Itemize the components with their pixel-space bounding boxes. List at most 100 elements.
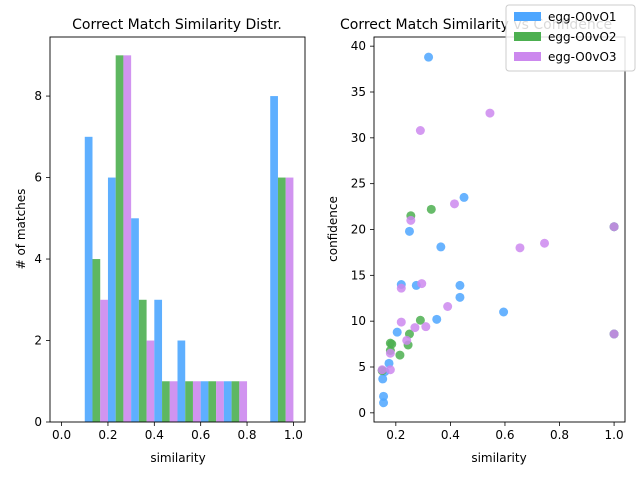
scatter-point: [455, 280, 465, 290]
legend-swatch: [514, 52, 541, 61]
scatter-point: [385, 365, 395, 375]
scatter-point: [395, 350, 405, 360]
scatter-x-tick-label: 0.6: [495, 428, 514, 442]
scatter-point: [609, 329, 619, 339]
histogram-bar: [169, 381, 178, 422]
histogram-x-tick-label: 0.2: [98, 428, 117, 442]
histogram-bar: [131, 218, 139, 422]
scatter-point: [485, 108, 495, 118]
histogram-bar: [192, 381, 201, 422]
histogram-bars: [84, 55, 294, 423]
scatter-y-tick-label: 0: [358, 406, 366, 420]
histogram-bar: [138, 299, 147, 422]
scatter-point: [385, 338, 395, 348]
histogram-x-label: similarity: [150, 451, 205, 465]
histogram-bar: [100, 299, 108, 422]
scatter-point: [415, 126, 425, 135]
scatter-y-ticks: 0 5 10 15 20 25 30 35 40: [351, 39, 374, 420]
scatter-point: [455, 292, 465, 302]
scatter-point: [406, 215, 416, 225]
histogram-y-tick-label: 4: [34, 252, 42, 266]
scatter-point: [432, 314, 442, 324]
scatter-point: [424, 52, 434, 62]
scatter-point: [436, 242, 446, 252]
legend-label: egg-O0vO1: [548, 10, 617, 24]
histogram-bar: [231, 381, 240, 422]
scatter-point: [499, 307, 509, 317]
histogram-bar: [216, 381, 224, 422]
histogram-bar: [277, 177, 286, 422]
scatter-y-tick-label: 40: [351, 39, 366, 53]
scatter-point: [417, 279, 427, 289]
legend-swatch: [514, 32, 541, 41]
scatter-point: [443, 302, 453, 311]
scatter-point: [426, 204, 436, 214]
histogram-x-tick-label: 0.4: [145, 428, 164, 442]
legend-label: egg-O0vO2: [548, 30, 617, 44]
scatter-x-label: similarity: [471, 451, 526, 465]
scatter-point: [449, 199, 459, 209]
scatter-point: [404, 226, 414, 236]
histogram-bar: [84, 136, 93, 422]
histogram-bar: [239, 381, 248, 422]
scatter-x-tick-label: 0.4: [441, 428, 460, 442]
scatter-point: [379, 398, 389, 408]
histogram-bar: [270, 96, 278, 423]
histogram-bar: [162, 381, 170, 422]
scatter-y-tick-label: 20: [351, 223, 366, 237]
scatter-point: [392, 327, 402, 337]
histogram-bar: [208, 381, 217, 422]
histogram-bar: [115, 55, 124, 422]
histogram-y-label: # of matches: [14, 189, 28, 270]
histogram-bar: [154, 299, 163, 422]
histogram-bar: [285, 177, 294, 422]
scatter-point: [379, 391, 389, 401]
histogram-y-tick-label: 0: [34, 415, 42, 429]
scatter-point: [378, 374, 388, 384]
histogram-bar: [200, 381, 209, 422]
scatter-y-label: confidence: [326, 196, 340, 262]
scatter-point: [396, 317, 406, 327]
scatter-point: [396, 283, 406, 293]
scatter-x-ticks: 0.2 0.4 0.6 0.8 1.0: [386, 422, 624, 442]
histogram-title: Correct Match Similarity Distr.: [72, 17, 282, 33]
scatter-point: [540, 238, 550, 248]
histogram-x-tick-label: 0.6: [191, 428, 210, 442]
scatter-axes-frame: [373, 36, 626, 423]
scatter-point: [415, 315, 425, 325]
histogram-bar: [146, 340, 155, 422]
scatter-y-tick-label: 25: [351, 177, 366, 191]
scatter-x-tick-label: 0.2: [386, 428, 405, 442]
scatter-points: [377, 52, 619, 408]
scatter-x-tick-label: 1.0: [605, 428, 624, 442]
histogram-y-tick-label: 2: [34, 334, 42, 348]
histogram-x-tick-label: 0.8: [237, 428, 256, 442]
scatter-point: [421, 322, 431, 332]
histogram-axes-frame: [49, 36, 306, 423]
histogram-chart: Correct Match Similarity Distr. 0.0 0.2 0.…: [14, 17, 306, 465]
scatter-point: [410, 323, 420, 333]
histogram-bar: [123, 55, 132, 422]
histogram-bar: [107, 177, 116, 422]
histogram-bar: [177, 340, 186, 422]
scatter-point: [402, 335, 412, 345]
histogram-y-ticks: 0 2 4 6 8: [34, 89, 50, 429]
scatter-point: [459, 192, 469, 202]
histogram-y-tick-label: 6: [34, 171, 42, 185]
legend: egg-O0vO1 egg-O0vO2 egg-O0vO3: [505, 4, 636, 72]
histogram-bar: [92, 259, 101, 422]
legend-label: egg-O0vO3: [548, 50, 617, 64]
histogram-x-tick-label: 1.0: [284, 428, 303, 442]
scatter-point: [385, 348, 395, 358]
histogram-bar: [223, 381, 232, 422]
scatter-y-tick-label: 5: [358, 360, 366, 374]
histogram-x-ticks: 0.0 0.2 0.4 0.6 0.8 1.0: [52, 422, 303, 442]
scatter-point: [377, 365, 387, 375]
legend-swatch: [514, 12, 541, 21]
scatter-y-tick-label: 30: [351, 131, 366, 145]
scatter-y-tick-label: 10: [351, 314, 366, 328]
scatter-point: [515, 243, 525, 253]
scatter-y-tick-label: 35: [351, 85, 366, 99]
scatter-x-tick-label: 0.8: [550, 428, 569, 442]
legend-items: egg-O0vO1 egg-O0vO2 egg-O0vO3: [514, 10, 617, 64]
